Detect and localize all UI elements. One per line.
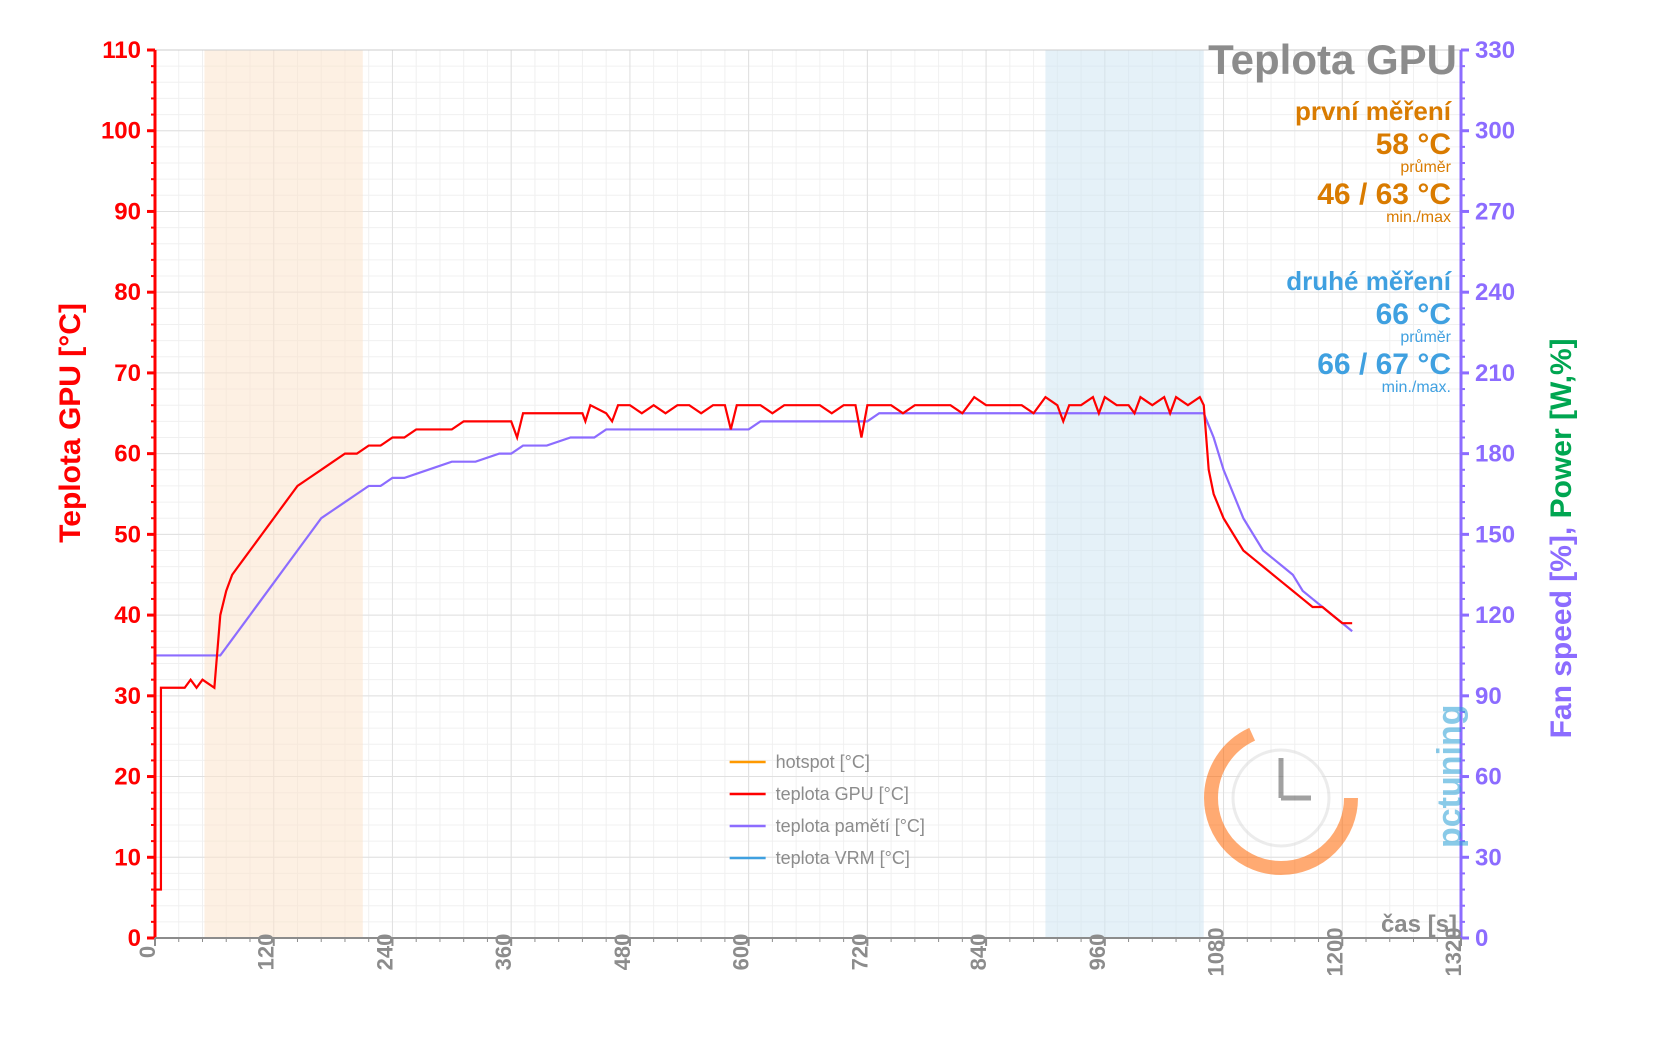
right-tick-label: 150 bbox=[1475, 521, 1515, 548]
bottom-tick-label: 480 bbox=[610, 934, 635, 971]
left-tick-label: 10 bbox=[114, 844, 141, 871]
right-tick-label: 270 bbox=[1475, 198, 1515, 225]
right-tick-label: 0 bbox=[1475, 925, 1488, 952]
stat-range: 66 / 67 °C bbox=[1317, 348, 1451, 381]
right-tick-label: 120 bbox=[1475, 602, 1515, 629]
right-tick-label: 180 bbox=[1475, 441, 1515, 468]
right-tick-label: 90 bbox=[1475, 683, 1502, 710]
svg-text:pctuning: pctuning bbox=[1431, 704, 1469, 848]
bottom-tick-label: 0 bbox=[135, 946, 160, 958]
chart-title: Teplota GPU bbox=[1208, 36, 1457, 83]
stat-value: 66 °C bbox=[1376, 298, 1451, 331]
stat-sub: průměr bbox=[1400, 158, 1451, 176]
right-axis-label: Fan speed [%], Power [W,%] bbox=[1545, 338, 1578, 738]
bottom-tick-label: 600 bbox=[729, 934, 754, 971]
left-tick-label: 20 bbox=[114, 764, 141, 791]
legend-item-label: teplota pamětí [°C] bbox=[776, 816, 925, 836]
highlight-band bbox=[1045, 50, 1203, 938]
left-tick-label: 110 bbox=[102, 37, 141, 64]
right-tick-label: 330 bbox=[1475, 37, 1515, 64]
right-tick-label: 60 bbox=[1475, 764, 1502, 791]
legend-item-label: teplota VRM [°C] bbox=[776, 848, 910, 868]
stat-range-sub: min./max. bbox=[1382, 379, 1451, 396]
bottom-tick-label: 840 bbox=[966, 934, 991, 971]
left-tick-label: 40 bbox=[114, 602, 141, 629]
left-tick-label: 30 bbox=[114, 683, 141, 710]
highlight-band bbox=[204, 50, 362, 938]
stat-range: 46 / 63 °C bbox=[1317, 178, 1451, 211]
right-tick-label: 30 bbox=[1475, 844, 1502, 871]
stat-range-sub: min./max bbox=[1386, 209, 1451, 226]
right-tick-label: 210 bbox=[1475, 360, 1515, 387]
left-tick-label: 70 bbox=[114, 360, 141, 387]
bottom-tick-label: 1080 bbox=[1204, 928, 1229, 977]
stat-header: první měření bbox=[1295, 96, 1452, 126]
left-tick-label: 100 bbox=[101, 118, 141, 145]
bottom-tick-label: 120 bbox=[254, 934, 279, 971]
bottom-tick-label: 360 bbox=[491, 934, 516, 971]
stat-value: 58 °C bbox=[1376, 128, 1451, 161]
left-tick-label: 80 bbox=[114, 279, 141, 306]
legend-item-label: teplota GPU [°C] bbox=[776, 784, 909, 804]
chart-svg: 0 10 20 30 40 50 60 70 80 90 100 110 0 30 60 90 120 150 18… bbox=[40, 20, 1616, 1023]
bottom-tick-label: 720 bbox=[847, 934, 872, 971]
left-tick-label: 50 bbox=[114, 521, 141, 548]
right-tick-label: 240 bbox=[1475, 279, 1515, 306]
right-tick-label: 300 bbox=[1475, 118, 1515, 145]
left-tick-label: 60 bbox=[114, 441, 141, 468]
stat-header: druhé měření bbox=[1286, 266, 1451, 296]
stat-sub: průměr bbox=[1400, 328, 1451, 346]
legend-item-label: hotspot [°C] bbox=[776, 752, 870, 772]
bottom-tick-label: 960 bbox=[1085, 934, 1110, 971]
left-axis-label: Teplota GPU [°C] bbox=[54, 303, 87, 543]
left-tick-label: 90 bbox=[114, 198, 141, 225]
bottom-tick-label: 240 bbox=[372, 934, 397, 971]
bottom-axis-label: čas [s] bbox=[1381, 911, 1457, 938]
chart-wrapper: 0 10 20 30 40 50 60 70 80 90 100 110 0 30 60 90 120 150 18… bbox=[0, 0, 1656, 1043]
gpu-temperature-chart: 0 10 20 30 40 50 60 70 80 90 100 110 0 30 60 90 120 150 18… bbox=[40, 20, 1616, 1023]
bottom-tick-label: 1200 bbox=[1322, 928, 1347, 977]
